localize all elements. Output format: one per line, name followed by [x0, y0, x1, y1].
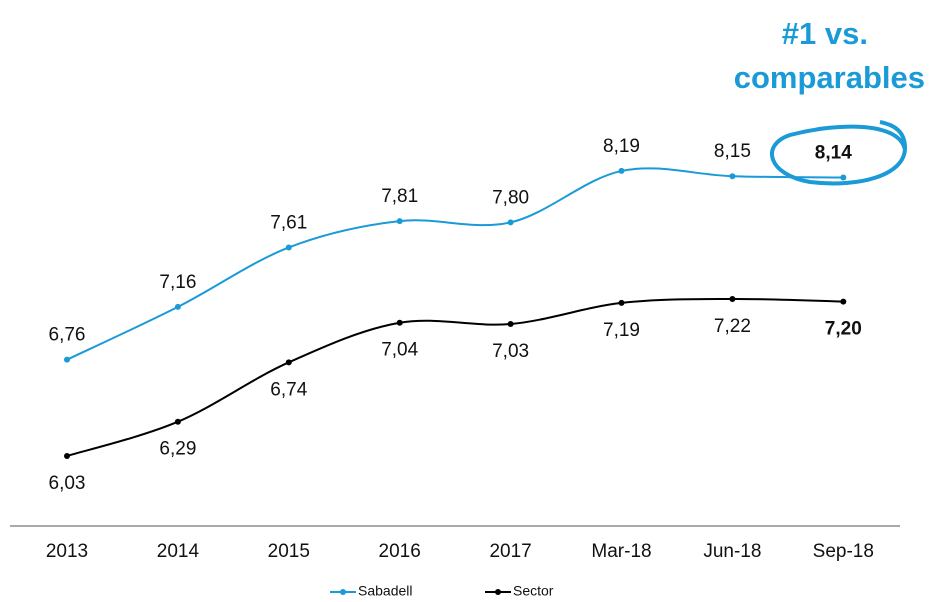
data-label: 6,74	[270, 379, 307, 400]
data-label: 7,04	[381, 340, 418, 361]
data-point	[285, 359, 292, 366]
data-label: 7,20	[825, 319, 862, 340]
x-tick-label: 2015	[268, 541, 310, 562]
data-point	[618, 167, 625, 174]
data-label: 6,29	[159, 439, 196, 460]
data-label: 7,80	[492, 187, 529, 208]
x-tick-label: Sep-18	[813, 541, 874, 562]
legend-marker	[495, 589, 501, 595]
series-line	[66, 297, 844, 457]
data-point	[64, 356, 70, 363]
data-point	[840, 174, 847, 181]
data-point	[507, 219, 514, 226]
series-line	[66, 167, 844, 361]
x-tick-label: 2014	[157, 541, 200, 562]
legend-label: Sector	[513, 583, 554, 599]
data-label: 7,22	[714, 316, 751, 337]
annotation-line: #1 vs.	[782, 16, 868, 51]
data-point	[729, 173, 736, 180]
x-tick-label: 2016	[379, 541, 421, 562]
data-point	[64, 453, 70, 460]
x-tick-label: 2013	[46, 541, 88, 562]
data-point	[174, 418, 181, 425]
data-label: 7,61	[270, 212, 307, 233]
legend-label: Sabadell	[358, 583, 413, 599]
data-label: 6,03	[49, 473, 86, 494]
data-point	[396, 218, 403, 225]
data-label: 8,19	[603, 136, 640, 157]
data-point	[618, 299, 625, 306]
data-label: 7,16	[159, 272, 196, 293]
x-tick-label: Jun-18	[703, 541, 761, 562]
data-point	[174, 303, 181, 310]
data-label: 7,19	[603, 320, 640, 341]
data-point	[729, 295, 736, 302]
data-label: 7,81	[381, 186, 418, 207]
data-point	[507, 321, 514, 328]
data-label: 6,76	[49, 325, 86, 346]
highlight-circle	[770, 120, 908, 186]
data-label: 8,15	[714, 141, 751, 162]
data-label: 7,03	[492, 341, 529, 362]
data-point	[840, 298, 847, 305]
x-tick-label: Mar-18	[591, 541, 651, 562]
legend-marker	[340, 589, 346, 595]
data-point	[396, 319, 403, 326]
data-point	[285, 244, 292, 251]
annotation-line: comparables	[734, 60, 925, 95]
data-label: 8,14	[815, 143, 852, 164]
x-tick-label: 2017	[489, 541, 531, 562]
